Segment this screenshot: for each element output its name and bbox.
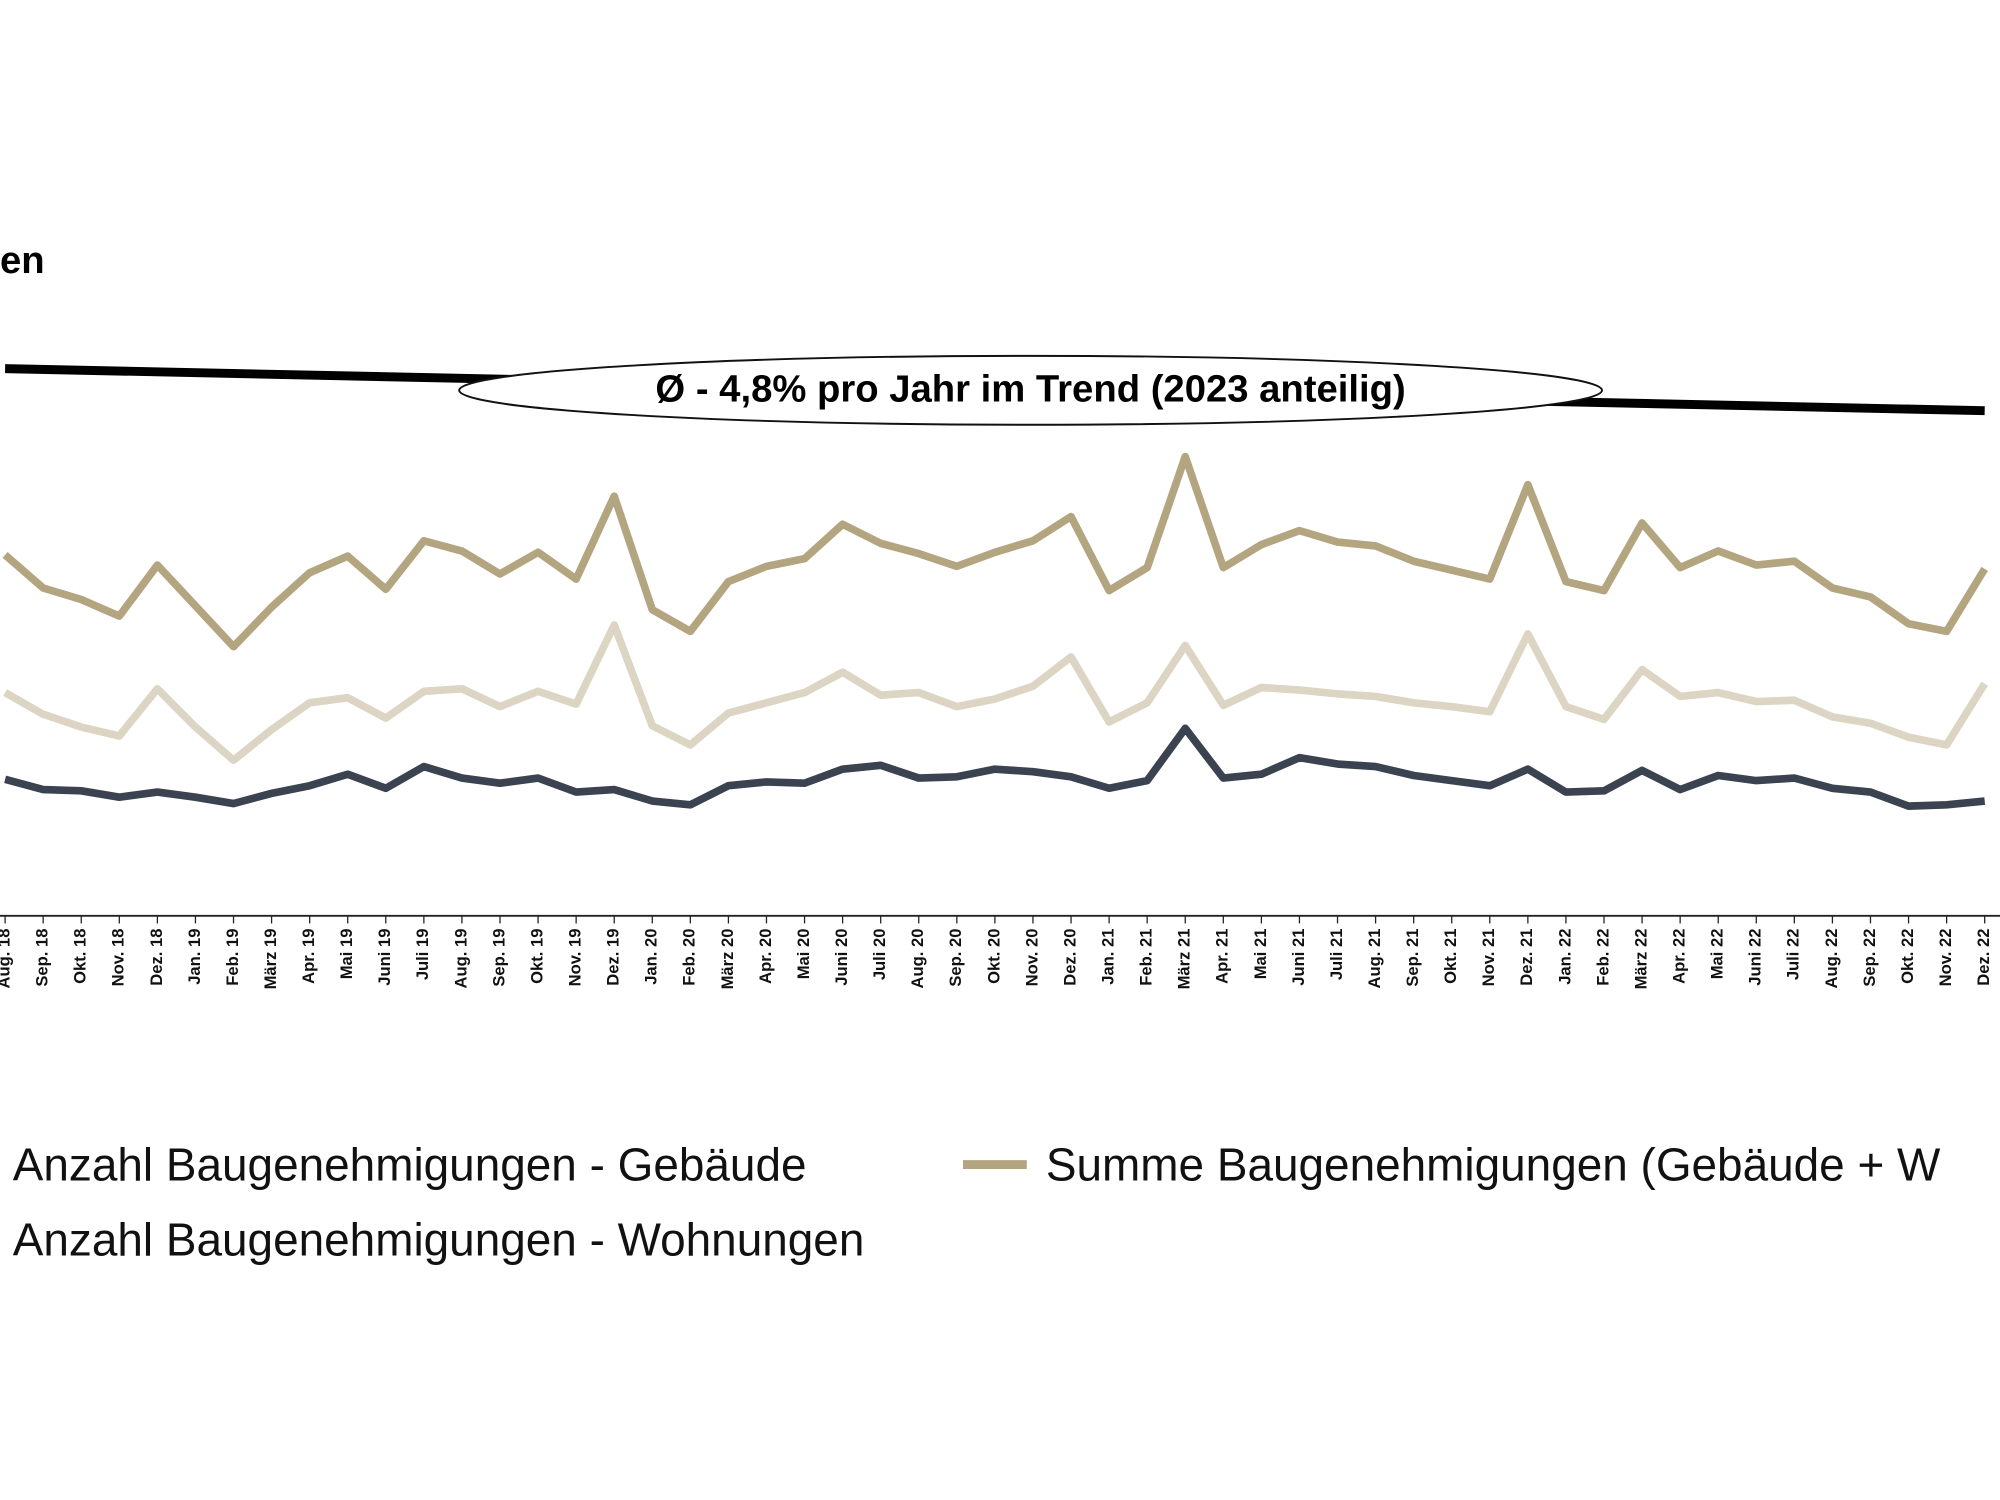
x-tick-label: Nov. 20 [1022, 929, 1041, 987]
x-tick-label: Aug. 18 [0, 929, 13, 989]
x-tick-label: Feb. 22 [1593, 929, 1612, 986]
x-tick-label: Jan. 19 [185, 929, 204, 985]
x-tick-label: Juni 20 [832, 929, 851, 986]
x-tick-label: Dez. 21 [1517, 929, 1536, 986]
x-tick-label: März 22 [1631, 929, 1650, 990]
x-tick-label: Mai 19 [337, 929, 356, 980]
x-tick-label: Aug. 20 [908, 929, 927, 989]
x-tick-label: März 19 [261, 929, 280, 990]
x-tick-label: Dez. 20 [1060, 929, 1079, 986]
annotation-box [458, 354, 1603, 426]
x-tick-label: Juni 19 [375, 929, 394, 986]
x-tick-label: Nov. 19 [566, 929, 585, 987]
x-tick-label: Aug. 19 [451, 929, 470, 989]
x-tick-label: Apr. 19 [299, 929, 318, 984]
x-tick-label: Feb. 19 [223, 929, 242, 986]
x-tick-label: Nov. 21 [1479, 929, 1498, 987]
x-tick-label: Aug. 21 [1365, 929, 1384, 989]
x-tick-label: Juli 22 [1784, 929, 1803, 981]
x-tick-label: Jan. 22 [1555, 929, 1574, 985]
legend-label: Anzahl Baugenehmigungen - Gebäude [13, 1138, 807, 1190]
x-tick-label: Juni 22 [1746, 929, 1765, 986]
x-tick-label: Okt. 18 [71, 929, 90, 984]
x-tick-label: Mai 22 [1708, 929, 1727, 980]
x-tick-label: März 21 [1175, 929, 1194, 990]
x-tick-label: Apr. 21 [1213, 929, 1232, 984]
series-line [2, 452, 1988, 651]
x-tick-label: Juli 19 [413, 929, 432, 981]
x-tick-label: Juni 21 [1289, 929, 1308, 986]
x-tick-label: Nov. 22 [1936, 929, 1955, 987]
x-tick-label: März 20 [718, 929, 737, 990]
annotation: Ø - 4,8% pro Jahr im Trend (2023 anteili… [655, 368, 1405, 411]
x-tick-label: Apr. 22 [1670, 929, 1689, 984]
x-tick-label: Jan. 20 [642, 929, 661, 985]
series-line [3, 621, 1988, 765]
x-tick-label: Okt. 21 [1441, 929, 1460, 984]
x-tick-label: Mai 20 [794, 929, 813, 980]
x-tick-label: Sep. 18 [33, 929, 52, 987]
legend-label: Anzahl Baugenehmigungen - Wohnungen [13, 1214, 865, 1266]
x-tick-label: Feb. 20 [680, 929, 699, 986]
x-tick-label: Okt. 22 [1898, 929, 1917, 984]
x-tick-label: Sep. 22 [1860, 929, 1879, 987]
x-tick-label: Aug. 22 [1822, 929, 1841, 989]
x-tick-label: Mai 21 [1251, 929, 1270, 980]
x-tick-label: Juli 21 [1327, 929, 1346, 981]
legend-label: Summe Baugenehmigungen (Gebäude + W [1046, 1138, 1941, 1190]
x-tick-label: Apr. 20 [756, 929, 775, 984]
x-tick-label: Sep. 19 [489, 929, 508, 987]
x-tick-label: Okt. 20 [984, 929, 1003, 984]
x-tick-label: Dez. 22 [1974, 929, 1993, 986]
x-tick-label: Jan. 21 [1098, 929, 1117, 985]
x-tick-label: Dez. 19 [604, 929, 623, 986]
x-tick-label: Okt. 19 [527, 929, 546, 984]
x-tick-label: Sep. 21 [1403, 929, 1422, 987]
x-tick-label: Sep. 20 [946, 929, 965, 987]
x-tick-label: Feb. 21 [1137, 929, 1156, 986]
chart-title: en [0, 239, 45, 282]
series-line [4, 724, 1986, 810]
x-tick-label: Juli 20 [870, 929, 889, 981]
x-tick-label: Nov. 18 [109, 929, 128, 987]
x-tick-label: Dez. 18 [147, 929, 166, 986]
